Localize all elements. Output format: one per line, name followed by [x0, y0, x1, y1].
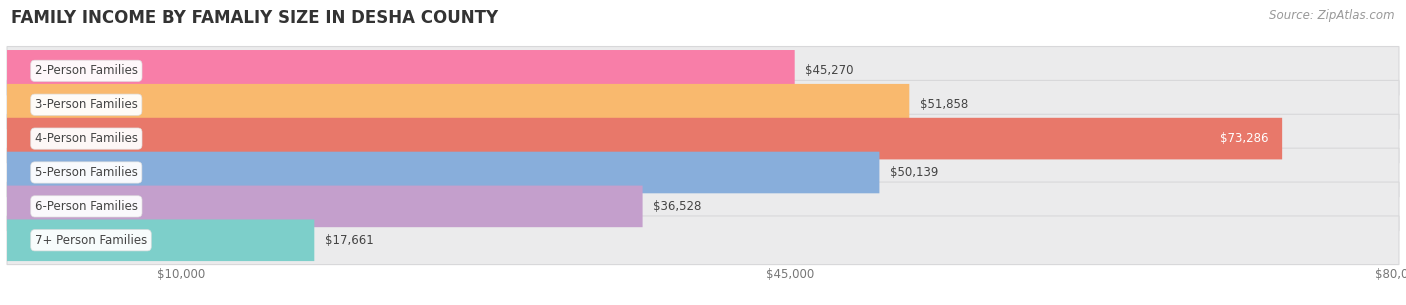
FancyBboxPatch shape	[7, 148, 1399, 197]
FancyBboxPatch shape	[7, 50, 794, 92]
Text: $17,661: $17,661	[325, 234, 374, 247]
Text: $45,270: $45,270	[806, 64, 853, 77]
FancyBboxPatch shape	[7, 216, 1399, 265]
Text: 4-Person Families: 4-Person Families	[35, 132, 138, 145]
Text: $51,858: $51,858	[920, 98, 967, 111]
FancyBboxPatch shape	[7, 152, 879, 193]
Text: $50,139: $50,139	[890, 166, 938, 179]
Text: $36,528: $36,528	[652, 200, 702, 213]
FancyBboxPatch shape	[7, 114, 1399, 163]
Text: 2-Person Families: 2-Person Families	[35, 64, 138, 77]
Text: FAMILY INCOME BY FAMALIY SIZE IN DESHA COUNTY: FAMILY INCOME BY FAMALIY SIZE IN DESHA C…	[11, 9, 498, 27]
Text: 6-Person Families: 6-Person Families	[35, 200, 138, 213]
FancyBboxPatch shape	[7, 84, 910, 126]
Text: 7+ Person Families: 7+ Person Families	[35, 234, 148, 247]
FancyBboxPatch shape	[7, 118, 1282, 160]
FancyBboxPatch shape	[7, 182, 1399, 231]
Text: $73,286: $73,286	[1220, 132, 1268, 145]
Text: 3-Person Families: 3-Person Families	[35, 98, 138, 111]
Text: Source: ZipAtlas.com: Source: ZipAtlas.com	[1270, 9, 1395, 22]
FancyBboxPatch shape	[7, 81, 1399, 129]
FancyBboxPatch shape	[7, 185, 643, 227]
FancyBboxPatch shape	[7, 46, 1399, 95]
Text: 5-Person Families: 5-Person Families	[35, 166, 138, 179]
FancyBboxPatch shape	[7, 220, 315, 261]
